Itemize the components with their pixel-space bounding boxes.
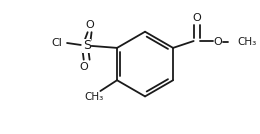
Text: S: S [83, 39, 91, 52]
Text: O: O [79, 62, 88, 72]
Text: O: O [192, 12, 201, 23]
Text: CH₃: CH₃ [238, 37, 257, 47]
Text: CH₃: CH₃ [84, 92, 103, 102]
Text: Cl: Cl [52, 38, 63, 48]
Text: O: O [85, 20, 94, 30]
Text: O: O [214, 37, 223, 47]
